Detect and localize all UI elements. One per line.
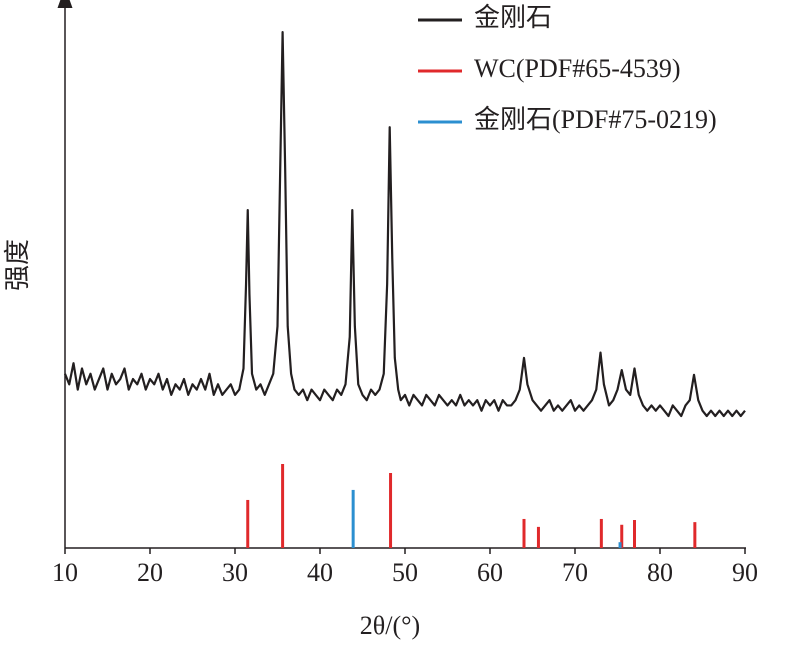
x-tick-label: 30: [222, 558, 248, 587]
x-tick-label: 50: [392, 558, 418, 587]
y-axis-label: 强度: [3, 239, 32, 291]
x-tick-label: 60: [477, 558, 503, 587]
x-tick-label: 70: [562, 558, 588, 587]
x-tick-label: 90: [732, 558, 758, 587]
x-tick-label: 20: [137, 558, 163, 587]
legend-label: 金刚石(PDF#75-0219): [474, 105, 717, 134]
x-tick-label: 80: [647, 558, 673, 587]
xrd-pattern: [63, 31, 746, 418]
x-axis-label: 2θ/(°): [360, 611, 420, 640]
x-tick-label: 10: [52, 558, 78, 587]
x-tick-label: 40: [307, 558, 333, 587]
legend-label: 金刚石: [474, 3, 552, 32]
legend-label: WC(PDF#65-4539): [474, 54, 681, 83]
